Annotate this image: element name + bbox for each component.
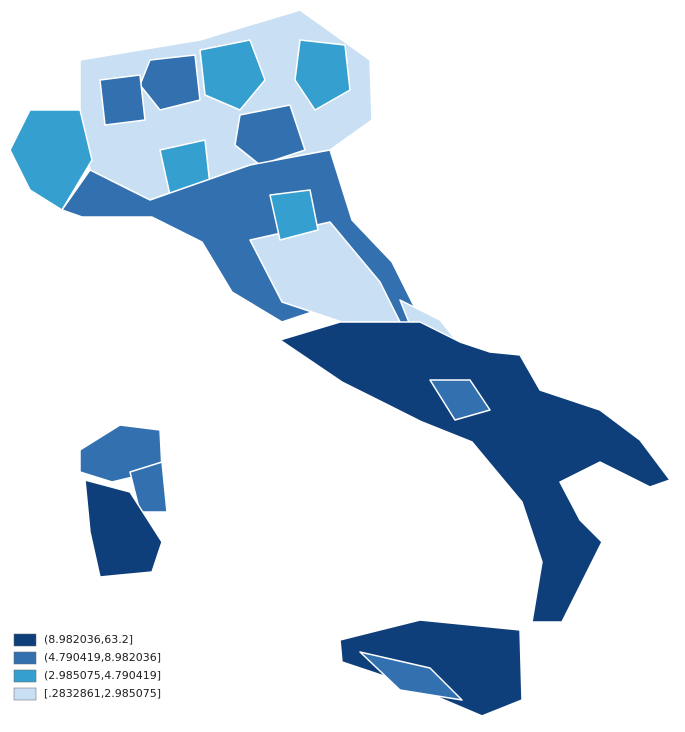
legend-label: (8.982036,63.2] bbox=[44, 633, 133, 646]
region bbox=[359, 651, 463, 701]
region bbox=[9, 109, 93, 211]
region bbox=[199, 39, 266, 111]
legend-swatch bbox=[13, 651, 37, 665]
legend-label: (4.790419,8.982036] bbox=[44, 651, 161, 664]
legend: (8.982036,63.2] (4.790419,8.982036] (2.985… bbox=[13, 633, 161, 701]
region bbox=[129, 461, 168, 513]
region bbox=[84, 479, 163, 578]
region bbox=[269, 189, 319, 241]
legend-swatch bbox=[13, 687, 37, 701]
region bbox=[99, 74, 146, 126]
region bbox=[234, 104, 306, 166]
region bbox=[139, 54, 201, 111]
regions bbox=[9, 9, 671, 717]
legend-label: [.2832861,2.985075] bbox=[44, 687, 161, 700]
legend-label: (2.985075,4.790419] bbox=[44, 669, 161, 682]
region bbox=[279, 321, 671, 623]
region bbox=[294, 39, 351, 111]
region bbox=[429, 379, 491, 421]
legend-swatch bbox=[13, 633, 37, 647]
legend-swatch bbox=[13, 669, 37, 683]
